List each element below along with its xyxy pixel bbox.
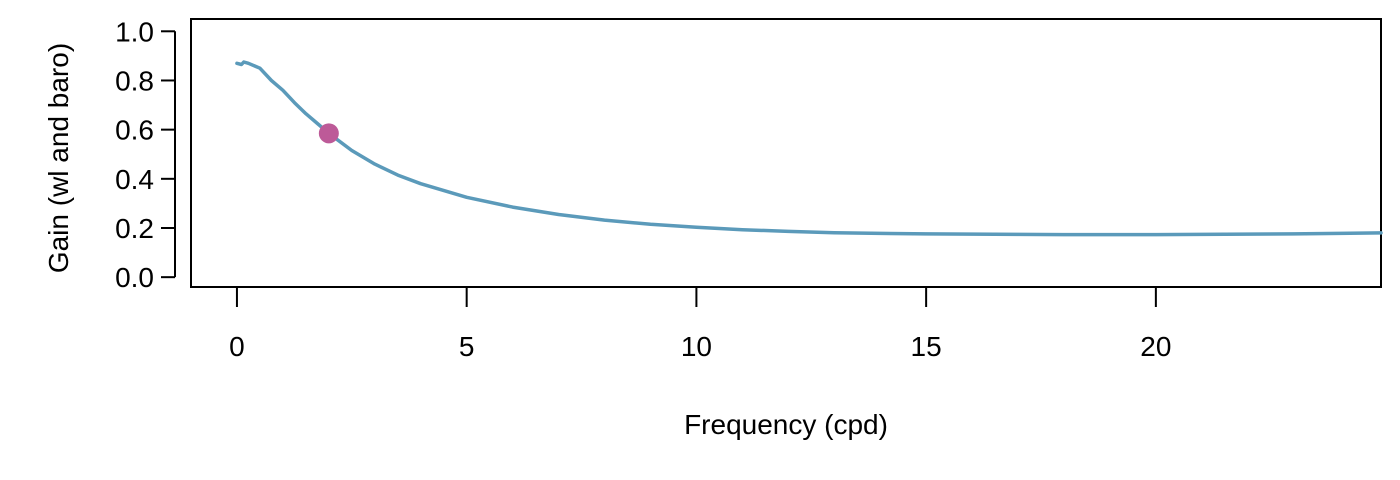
series-layer — [235, 60, 1383, 237]
plot-frame — [190, 18, 1382, 288]
y-tick-label: 0.8 — [115, 65, 154, 96]
y-tick-label: 0.4 — [115, 164, 154, 195]
y-axis-title: Gain (wl and baro) — [43, 43, 74, 273]
y-tick-label: 0.2 — [115, 213, 154, 244]
x-axis: 0 5 10 15 20 — [229, 287, 1171, 362]
x-axis-title: Frequency (cpd) — [684, 409, 888, 440]
y-tick-label: 0.6 — [115, 115, 154, 146]
x-tick-label: 0 — [229, 331, 245, 362]
x-tick-label: 20 — [1140, 331, 1171, 362]
x-tick-label: 5 — [459, 331, 475, 362]
gain-line — [235, 60, 1383, 237]
y-axis: 0.0 0.2 0.4 0.6 0.8 1.0 — [115, 16, 176, 293]
highlight-point — [318, 123, 339, 144]
x-tick-label: 15 — [911, 331, 942, 362]
y-tick-label: 0.0 — [115, 262, 154, 293]
y-tick-label: 1.0 — [115, 16, 154, 47]
x-tick-label: 10 — [681, 331, 712, 362]
